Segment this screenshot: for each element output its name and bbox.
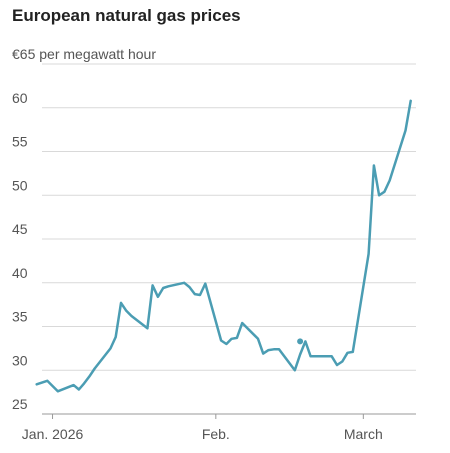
x-axis: Jan. 2026 Feb. March	[22, 413, 416, 442]
y-tick-label: 45	[12, 221, 28, 237]
y-tick-label: 30	[12, 352, 28, 368]
chart-title: European natural gas prices	[12, 6, 241, 25]
x-tick-label: Feb.	[202, 426, 230, 442]
y-tick-label: 25	[12, 396, 28, 412]
y-tick-label: 40	[12, 265, 28, 281]
y-tick-label: 60	[12, 90, 28, 106]
y-top-tick-with-unit: €65	[12, 46, 36, 62]
y-axis-unit: per megawatt hour	[35, 46, 156, 62]
series	[35, 99, 412, 393]
grid-lines	[42, 63, 416, 371]
y-tick-label: 50	[12, 177, 28, 193]
y-axis-unit-label: €65 per megawatt hour	[12, 46, 156, 62]
x-tick-label: Jan. 2026	[22, 426, 84, 442]
y-tick-label: 55	[12, 134, 28, 150]
x-tick-label: March	[344, 426, 383, 442]
y-tick-label: 35	[12, 309, 28, 325]
y-tick-labels: €65 per megawatt hour 25 30 35 40 45 50 55 60	[12, 46, 156, 412]
data-point-marker	[297, 338, 304, 345]
series-line	[35, 99, 412, 393]
